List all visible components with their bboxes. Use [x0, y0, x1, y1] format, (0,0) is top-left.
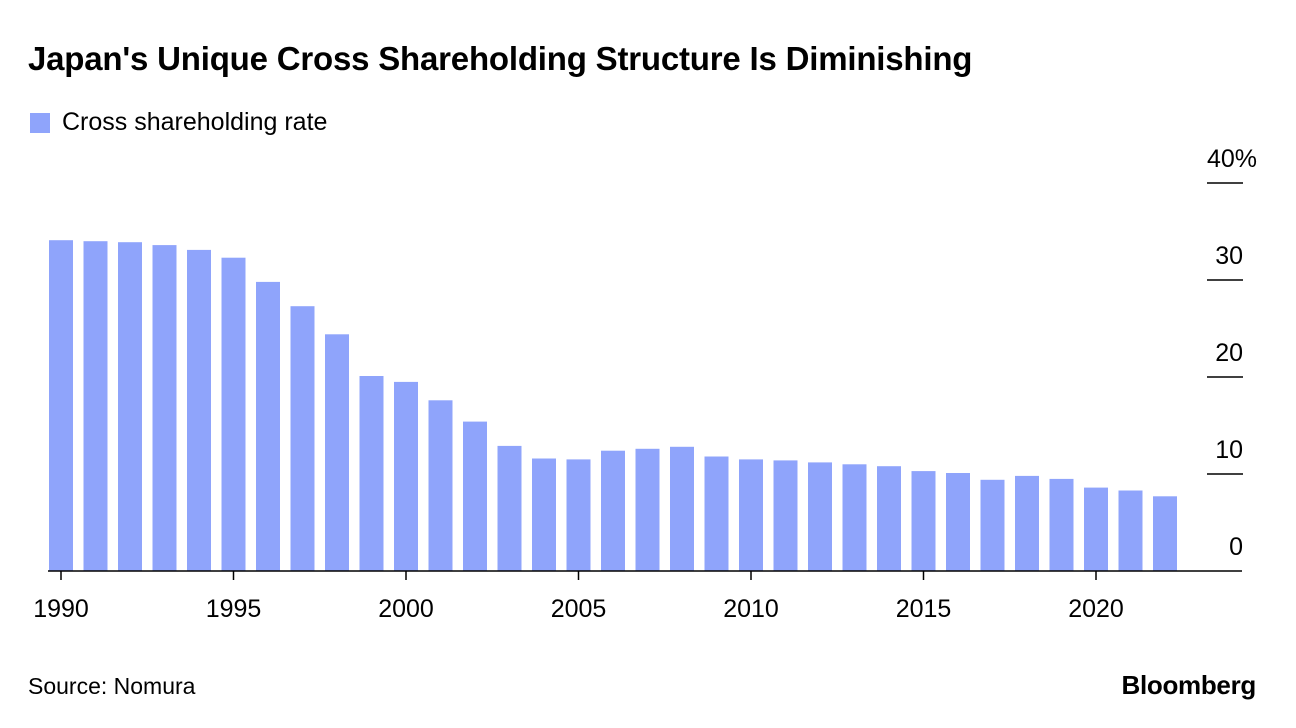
bar-2002: [463, 421, 487, 571]
bar-2008: [670, 446, 694, 571]
bar-1998: [325, 334, 349, 571]
source-note: Source: Nomura: [28, 673, 196, 699]
bar-1999: [359, 376, 384, 571]
bar-2007: [635, 448, 660, 571]
legend: Cross shareholding rate: [30, 108, 327, 137]
legend-label: Cross shareholding rate: [62, 108, 328, 136]
bar-2012: [808, 462, 832, 571]
bar-2005: [566, 459, 591, 571]
bloomberg-logo: Bloomberg: [1121, 670, 1256, 700]
bar-1994: [187, 249, 211, 571]
bar-2019: [1049, 478, 1074, 571]
y-tick-label: 0: [1229, 533, 1243, 561]
bar-1992: [118, 242, 142, 571]
legend-swatch: [30, 112, 50, 133]
bar-2020: [1084, 487, 1108, 571]
bar-1995: [221, 257, 246, 571]
bar-2021: [1118, 490, 1143, 571]
x-tick-label: 2020: [1068, 595, 1124, 623]
bar-2017: [980, 479, 1005, 571]
bar-2015: [911, 471, 936, 571]
x-tick-label: 1990: [33, 595, 89, 623]
bar-2010: [739, 459, 763, 571]
bar-1996: [256, 281, 280, 571]
y-tick-label: 20: [1215, 339, 1243, 367]
x-tick-label: 1995: [206, 595, 262, 623]
bar-1997: [290, 306, 315, 571]
y-tick-label: 40%: [1207, 145, 1257, 173]
x-tick-label: 2015: [896, 595, 952, 623]
bar-2009: [704, 456, 729, 571]
bar-2016: [946, 473, 970, 571]
bar-1991: [83, 241, 108, 571]
y-tick-label: 10: [1215, 436, 1243, 464]
bar-2006: [601, 450, 625, 571]
x-tick-label: 2005: [551, 595, 607, 623]
bar-1990: [49, 240, 73, 571]
y-tick-label: 30: [1215, 242, 1243, 270]
x-tick-label: 2010: [723, 595, 779, 623]
bar-2013: [842, 464, 867, 571]
bar-2004: [532, 458, 556, 571]
bar-2011: [773, 460, 798, 571]
bar-1993: [152, 245, 177, 571]
chart-title: Japan's Unique Cross Shareholding Struct…: [28, 40, 973, 77]
bar-2001: [428, 400, 453, 571]
x-axis: 1990 1995 2000 2005 2010 2015 2020: [33, 570, 1242, 623]
bar-2014: [877, 466, 901, 571]
y-axis: 0 10 20 30 40%: [1207, 145, 1257, 561]
bar-2000: [394, 381, 418, 571]
bars-group: [49, 240, 1177, 571]
bar-2022: [1153, 496, 1177, 571]
bar-2018: [1015, 475, 1039, 571]
bar-2003: [497, 445, 522, 571]
x-tick-label: 2000: [378, 595, 434, 623]
